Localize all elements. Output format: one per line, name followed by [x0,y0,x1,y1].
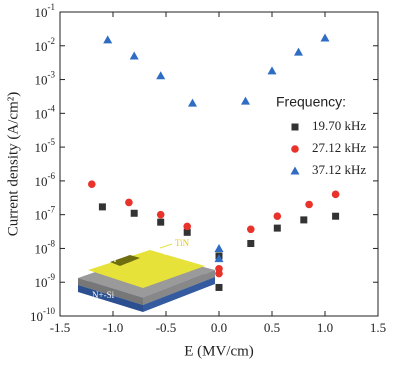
y-tick-label: 10-3 [35,70,56,88]
point [157,218,165,226]
x-tick-label: 0.0 [211,320,227,335]
point [247,240,255,248]
y-tick-label: 10-2 [35,36,56,54]
y-tick-label: 10-8 [35,239,56,257]
y-tick-exponent: -2 [48,36,56,46]
point [215,283,223,291]
annotation: TiN [175,238,190,248]
y-tick-base: 10 [35,73,48,88]
point [241,96,250,105]
y-tick-label: 10-7 [35,205,56,223]
point [331,190,340,199]
y-tick-exponent: -6 [48,171,56,181]
y-tick-base: 10 [35,106,48,121]
y-tick-base: 10 [35,275,48,290]
y-tick-label: 10-1 [35,2,56,20]
point [156,71,166,80]
point [103,35,113,44]
legend-marker [290,166,300,175]
point [332,212,340,220]
point [183,222,191,231]
point [88,180,96,188]
y-tick-exponent: -10 [43,306,55,316]
y-tick-label: 10-10 [30,306,55,324]
point [214,243,224,252]
y-tick-label: 10-4 [35,103,56,121]
point [267,66,277,75]
legend-marker [291,145,299,153]
x-tick-label: -1.5 [50,320,71,335]
point [300,216,308,224]
y-tick-base: 10 [35,208,48,223]
legend-label: 19.70 kHz [312,118,366,133]
x-tick-label: 0.5 [264,320,280,335]
y-tick-exponent: -7 [48,205,56,215]
y-tick-exponent: -8 [48,239,56,249]
point [129,51,139,60]
y-tick-base: 10 [35,174,48,189]
point [273,224,281,232]
y-tick-exponent: -4 [48,103,56,113]
y-tick-exponent: -3 [48,70,56,80]
inset-device [78,239,215,312]
y-tick-label: 10-6 [35,171,56,189]
x-tick-label: -0.5 [156,320,177,335]
point [125,198,133,207]
legend-marker [291,123,299,131]
point [247,225,255,234]
y-tick-exponent: -9 [48,272,56,282]
legend-label: 37.12 kHz [312,162,366,177]
point [320,33,330,42]
legend-title: Frequency: [276,94,346,110]
y-axis-label: Current density (A/cm²) [5,92,21,236]
point [214,254,224,263]
x-axis-label: E (MV/cm) [184,343,254,359]
annotation: N+-Si [92,290,115,300]
x-tick-label: -1.0 [103,320,124,335]
point [273,212,282,221]
point [294,47,303,56]
point [130,209,138,217]
y-tick-label: 10-9 [35,272,56,290]
y-tick-base: 10 [35,5,48,20]
y-tick-base: 10 [35,140,48,155]
point [215,269,223,278]
point [156,210,165,219]
y-tick-exponent: -5 [48,137,56,147]
y-tick-exponent: -1 [48,2,56,12]
point [98,203,106,211]
point [305,200,313,209]
legend-label: 27.12 kHz [312,140,366,155]
y-tick-base: 10 [35,241,48,256]
point [183,228,191,236]
x-tick-label: 1.5 [370,320,386,335]
y-tick-base: 10 [35,39,48,54]
y-tick-label: 10-5 [35,137,56,155]
y-tick-base: 10 [30,309,43,324]
point [188,98,197,107]
x-tick-label: 1.0 [317,320,333,335]
